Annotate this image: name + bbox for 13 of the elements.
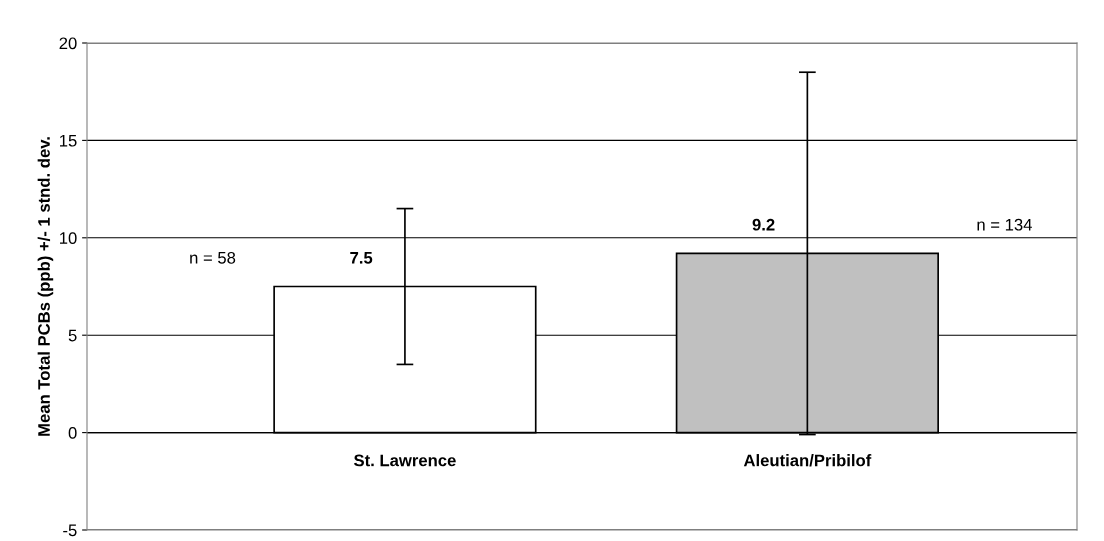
y-tick-label: 0 <box>68 427 77 439</box>
y-tick-label: 20 <box>59 37 77 50</box>
annotation: n = 58 <box>190 251 236 264</box>
data-label: 9.2 <box>752 218 775 231</box>
x-tick-label: Aleutian/Pribilof <box>743 454 872 467</box>
data-label: 7.5 <box>350 252 373 264</box>
y-tick-label: 10 <box>60 232 77 244</box>
y-axis-title: Mean Total PCBs (ppb) +/- 1 stnd. dev. <box>37 137 54 436</box>
y-tick-label: 15 <box>60 134 77 147</box>
annotation: n = 134 <box>977 218 1032 231</box>
y-tick-label: 5 <box>68 329 77 342</box>
y-tick-label: -5 <box>63 524 77 537</box>
x-tick-label: St. Lawrence <box>354 454 456 467</box>
